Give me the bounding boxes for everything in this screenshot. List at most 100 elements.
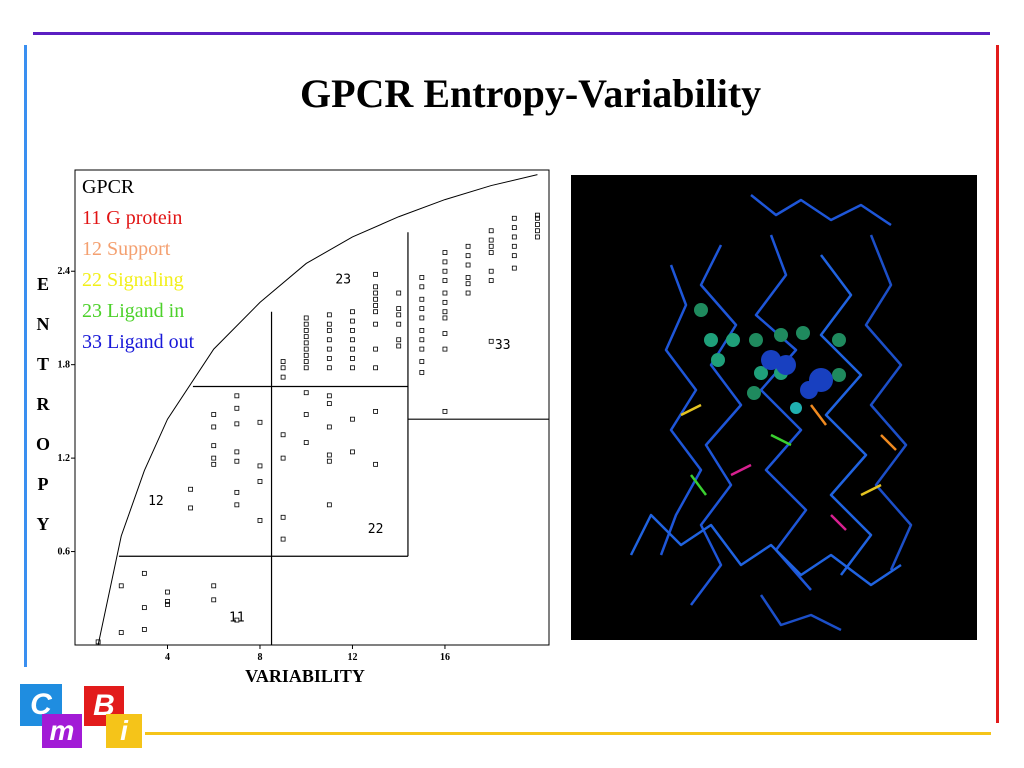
ligand-atom	[726, 333, 740, 347]
data-point	[303, 315, 309, 321]
data-point	[442, 346, 448, 352]
ligand-atom	[832, 368, 846, 382]
data-point	[350, 416, 355, 422]
ligand-atom	[790, 402, 802, 414]
y-tick-label: 2.4	[58, 266, 71, 277]
data-point	[488, 250, 494, 255]
data-point	[280, 536, 286, 542]
data-point	[535, 234, 540, 240]
data-point	[303, 412, 309, 417]
data-point	[465, 262, 471, 268]
data-point	[234, 421, 240, 427]
logo-letter-m: m	[42, 714, 82, 748]
helix-trace	[819, 254, 873, 576]
x-tick-label: 8	[257, 652, 262, 663]
data-point	[442, 408, 448, 414]
data-point	[165, 598, 170, 604]
data-point	[419, 346, 425, 352]
data-point	[141, 605, 147, 611]
data-point	[442, 290, 448, 296]
y-axis-title-letter: Y	[37, 514, 50, 534]
data-point	[442, 250, 448, 255]
y-tick-label: 1.2	[58, 453, 71, 464]
data-point	[211, 424, 217, 430]
bottom-divider-line	[145, 732, 991, 735]
data-point	[326, 502, 332, 508]
legend-item-23: 23 Ligand in	[82, 300, 184, 322]
data-point	[373, 321, 378, 327]
data-point	[303, 359, 309, 364]
data-point	[396, 312, 402, 318]
data-point	[141, 570, 147, 576]
data-point	[303, 440, 309, 445]
data-point	[165, 589, 170, 595]
data-point	[373, 346, 378, 352]
data-point	[373, 271, 378, 277]
data-point	[396, 290, 402, 296]
data-point	[511, 253, 517, 259]
data-point	[326, 424, 332, 430]
data-point	[442, 299, 448, 305]
colored-segment	[690, 474, 707, 496]
data-point	[442, 278, 448, 283]
data-point	[234, 405, 240, 411]
data-point	[373, 309, 378, 315]
data-point	[396, 343, 402, 349]
data-point	[280, 432, 286, 438]
data-point	[442, 268, 448, 274]
data-point	[442, 259, 448, 265]
data-point	[165, 602, 170, 607]
data-point	[419, 337, 425, 343]
y-axis-title-letter: E	[37, 274, 49, 294]
ligand-atom	[694, 303, 708, 317]
data-point	[350, 356, 355, 361]
data-point	[326, 458, 332, 464]
data-point	[465, 243, 471, 249]
region-label-22: 22	[368, 522, 384, 537]
data-point	[465, 253, 471, 259]
boundary-curve	[97, 174, 538, 646]
data-point	[326, 401, 332, 407]
data-point	[211, 597, 217, 603]
legend-heading: GPCR	[82, 176, 135, 198]
y-axis-title-letter: O	[36, 434, 50, 454]
data-point	[373, 296, 378, 302]
data-point	[303, 390, 309, 396]
data-point	[303, 346, 309, 352]
data-point	[373, 290, 378, 296]
protein-ribbon	[629, 194, 913, 632]
data-point	[211, 443, 217, 449]
data-point	[373, 461, 378, 467]
data-point	[488, 237, 494, 243]
cmbi-logo: C m B i	[20, 684, 145, 750]
helix-trace	[864, 234, 913, 571]
data-point	[257, 479, 263, 484]
data-point	[234, 502, 240, 508]
data-point	[326, 346, 332, 352]
data-point	[419, 306, 425, 312]
data-point	[303, 365, 309, 371]
legend-item-22: 22 Signaling	[82, 269, 184, 291]
data-point	[419, 284, 425, 290]
data-point	[419, 275, 425, 280]
data-point	[373, 303, 378, 308]
region-labels: 11 12 22 23 33	[148, 273, 510, 626]
ligand-atom	[796, 326, 810, 340]
data-point	[488, 268, 494, 274]
region-label-11: 11	[229, 611, 245, 626]
data-point	[465, 290, 471, 296]
data-point	[465, 275, 471, 280]
data-point	[488, 228, 494, 234]
data-point	[234, 393, 240, 399]
data-point	[326, 328, 332, 333]
data-point	[419, 359, 425, 364]
y-tick-label: 0.6	[58, 547, 71, 558]
data-point	[303, 321, 309, 327]
region-lines	[118, 232, 549, 645]
ligand-atoms	[694, 303, 846, 414]
y-axis-title-letter: P	[38, 474, 49, 494]
data-point	[396, 306, 402, 312]
data-point	[511, 215, 517, 221]
data-point	[350, 346, 355, 352]
ligand-atom	[704, 333, 718, 347]
